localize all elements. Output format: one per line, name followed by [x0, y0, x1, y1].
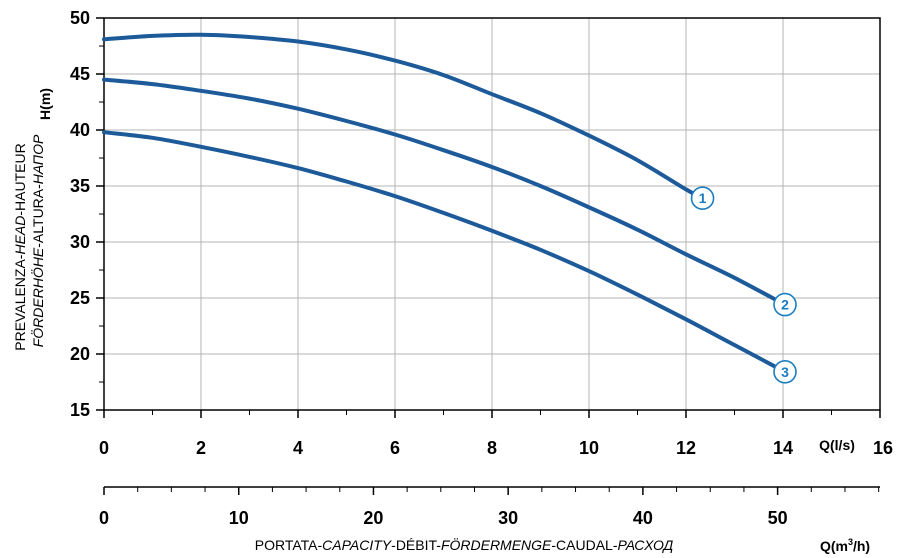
x-tick-label: 0 — [99, 438, 109, 458]
x-unit-label: Q(l/s) — [819, 437, 855, 453]
curve-label-circle — [773, 359, 797, 384]
x-tick-label: 6 — [390, 438, 400, 458]
x-tick-label: 10 — [579, 438, 599, 458]
curve-label-3: 3 — [781, 364, 789, 380]
y-tick-label: 45 — [70, 64, 90, 84]
y-tick-label: 40 — [70, 120, 90, 140]
curve-2 — [102, 77, 785, 306]
x-title-part: CAPACITY — [322, 537, 393, 553]
labels: 1 2 3 — [690, 186, 797, 384]
y-title-part: НАПОР — [30, 134, 46, 184]
y-unit-label: H(m) — [37, 88, 53, 120]
x-tick-label: 4 — [293, 438, 303, 458]
curve-label-1: 1 — [699, 190, 707, 206]
y-tick-label: 25 — [70, 288, 90, 308]
x-title-part: PORTATA- — [255, 537, 323, 553]
x-tick-label: 14 — [773, 438, 793, 458]
y-title-part: PREVALENZA- — [12, 254, 28, 351]
y-title-part: FÖRDERHÖHE — [29, 247, 46, 347]
curve-label-circle — [690, 186, 715, 210]
x-tick-label: 16 — [873, 438, 893, 458]
x-axis-title: PORTATA-CAPACITY-DÉBIT-FÖRDERMENGE-CAUDA… — [255, 536, 674, 553]
y-tick-label: 30 — [70, 232, 90, 252]
y-axis-title-line2: FÖRDERHÖHE-ALTURA-НАПОР — [29, 134, 46, 347]
x2-tick-label: 40 — [633, 508, 653, 528]
x-title-part: РАСХОД — [618, 537, 674, 553]
grid — [104, 18, 880, 410]
y-tick-label: 50 — [70, 8, 90, 28]
x2-tick-label: 20 — [363, 508, 383, 528]
y-title-part: HEAD — [12, 216, 28, 255]
curve-label-circle — [773, 292, 797, 317]
y-axis-title-line1: PREVALENZA-HEAD-HAUTEUR — [12, 143, 28, 350]
y-tick-label: 35 — [70, 176, 90, 196]
x2-tick-label: 10 — [229, 508, 249, 528]
curve-1 — [102, 32, 703, 200]
y-title-part: -HAUTEUR — [12, 143, 28, 215]
x-tick-label: 2 — [196, 438, 206, 458]
curves — [102, 32, 785, 373]
x-title-part: -DÉBIT- — [391, 537, 441, 553]
curve-3 — [102, 130, 785, 373]
x-title-part: FÖRDERMENGE — [441, 536, 552, 553]
y-tick-label: 20 — [70, 344, 90, 364]
x-title-part: -CAUDAL- — [551, 537, 617, 553]
y-title-part: -ALTURA- — [30, 184, 46, 248]
x2-unit-label: Q(m3/h) — [820, 537, 870, 554]
x-tick-label: 8 — [487, 438, 497, 458]
x2-tick-label: 0 — [99, 508, 109, 528]
x2-tick-label: 30 — [498, 508, 518, 528]
x-tick-label: 12 — [676, 438, 696, 458]
x2-tick-label: 50 — [768, 508, 788, 528]
y-tick-label: 15 — [70, 400, 90, 420]
curve-label-2: 2 — [781, 297, 789, 313]
